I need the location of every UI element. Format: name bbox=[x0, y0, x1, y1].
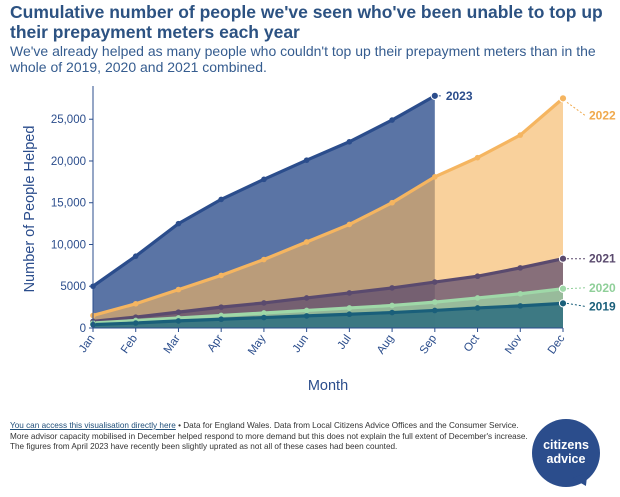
point-2022-Mar bbox=[175, 286, 182, 293]
point-2019-Jul bbox=[346, 311, 353, 318]
logo-text-line1: citizens bbox=[543, 438, 589, 452]
x-tick-label-Jun: Jun bbox=[291, 333, 311, 355]
label-leader-2019 bbox=[566, 302, 586, 307]
label-leader-2020 bbox=[566, 287, 586, 290]
point-2021-Mar bbox=[175, 309, 182, 315]
series-label-2023: 2023 bbox=[446, 89, 473, 103]
y-tick-label-0: 0 bbox=[80, 323, 86, 335]
line-2022 bbox=[92, 97, 565, 318]
x-tick-label-Aug: Aug bbox=[375, 333, 397, 357]
chart-subtitle: We've already helped as many people who … bbox=[10, 43, 596, 75]
x-tick-label-Sep: Sep bbox=[418, 333, 440, 357]
point-2023-Jun bbox=[303, 157, 310, 163]
point-2021-Nov bbox=[517, 265, 524, 271]
area-chart: 0 5000 10,000 15,000 20,000 25,000 Jan Feb Mar Ap… bbox=[22, 86, 616, 394]
x-tick-label-Jan: Jan bbox=[77, 333, 97, 355]
y-axis-title: Number of People Helped bbox=[22, 126, 38, 293]
series-label-2022: 2022 bbox=[589, 108, 616, 122]
point-2021-Dec bbox=[558, 254, 568, 263]
point-2021-Jun bbox=[303, 295, 310, 301]
point-2022-Jul bbox=[346, 221, 353, 228]
point-2019-Feb bbox=[132, 320, 139, 326]
series-label-2019: 2019 bbox=[589, 299, 616, 313]
logo-circle bbox=[532, 419, 600, 487]
point-2020-Dec bbox=[558, 284, 568, 293]
point-2022-Jun bbox=[303, 239, 310, 245]
point-2019-Sep bbox=[432, 307, 438, 314]
logo-text-line2: advice bbox=[546, 452, 586, 466]
point-2020-Jun bbox=[303, 307, 310, 314]
point-2020-May bbox=[261, 310, 267, 316]
point-2020-Jul bbox=[346, 305, 353, 311]
point-2021-Apr bbox=[218, 304, 224, 310]
footer-notes: You can access this visualisation direct… bbox=[10, 421, 530, 453]
visualisation-link[interactable]: You can access this visualisation direct… bbox=[10, 421, 176, 430]
series-label-2021: 2021 bbox=[589, 252, 616, 266]
point-2023-Aug bbox=[389, 117, 395, 123]
point-2020-Oct bbox=[474, 295, 481, 301]
point-2023-Mar bbox=[175, 220, 182, 227]
point-2023-Jul bbox=[346, 138, 353, 145]
methodology-note: More advisor capacity mobilised in Decem… bbox=[10, 431, 528, 452]
point-2019-May bbox=[261, 314, 267, 321]
point-2019-Nov bbox=[517, 303, 524, 309]
citizens-advice-logo[interactable]: citizens advice bbox=[532, 419, 600, 490]
point-2022-Feb bbox=[132, 300, 139, 307]
point-2019-Aug bbox=[389, 309, 395, 316]
point-2019-Oct bbox=[474, 305, 481, 311]
x-tick-label-Oct: Oct bbox=[462, 332, 483, 354]
point-2021-Oct bbox=[474, 273, 481, 280]
point-2023-Sep bbox=[430, 91, 439, 100]
data-source-note: • Data for England Wales. Data from Loca… bbox=[175, 421, 519, 430]
x-tick-label-Feb: Feb bbox=[119, 333, 140, 356]
x-tick-label-Nov: Nov bbox=[503, 333, 525, 357]
line-2019 bbox=[92, 301, 564, 327]
y-tick-label-15000: 15,000 bbox=[51, 198, 86, 210]
point-2022-Apr bbox=[218, 272, 224, 279]
point-2022-Oct bbox=[474, 154, 481, 161]
point-2022-Aug bbox=[389, 199, 395, 206]
y-tick-label-10000: 10,000 bbox=[51, 239, 86, 251]
point-2020-Sep bbox=[432, 299, 438, 305]
x-tick-label-Mar: Mar bbox=[162, 333, 183, 356]
label-leader-2022 bbox=[566, 101, 586, 116]
x-tick-label-Jul: Jul bbox=[336, 333, 354, 352]
series-label-2020: 2020 bbox=[589, 281, 616, 295]
point-2023-Apr bbox=[218, 196, 224, 203]
point-2019-Dec bbox=[558, 299, 568, 308]
line-2021 bbox=[92, 257, 564, 323]
point-2021-Sep bbox=[432, 279, 438, 285]
area-2022 bbox=[93, 98, 563, 328]
point-2020-Aug bbox=[389, 302, 395, 309]
point-2019-Apr bbox=[218, 316, 224, 323]
x-tick-label-Dec: Dec bbox=[546, 333, 568, 357]
point-2021-Jul bbox=[346, 290, 353, 296]
point-2023-May bbox=[261, 176, 267, 183]
y-tick-label-5000: 5000 bbox=[60, 281, 86, 293]
x-tick-label-May: May bbox=[246, 333, 268, 358]
point-2022-Sep bbox=[432, 174, 438, 180]
point-2022-May bbox=[261, 256, 267, 263]
y-tick-label-20000: 20,000 bbox=[51, 156, 86, 168]
point-2019-Mar bbox=[175, 318, 182, 324]
point-2020-Nov bbox=[517, 290, 524, 297]
point-2022-Nov bbox=[517, 132, 524, 138]
point-2023-Feb bbox=[132, 253, 139, 259]
point-2022-Dec bbox=[558, 94, 568, 103]
y-tick-label-25000: 25,000 bbox=[51, 114, 86, 126]
chart-title: Cumulative number of people we've seen w… bbox=[10, 2, 603, 42]
point-2021-Aug bbox=[389, 285, 395, 291]
point-2021-May bbox=[261, 300, 267, 306]
x-tick-label-Apr: Apr bbox=[206, 333, 226, 355]
point-2019-Jun bbox=[303, 313, 310, 319]
x-axis-title: Month bbox=[308, 378, 348, 394]
line-2020 bbox=[92, 287, 564, 325]
